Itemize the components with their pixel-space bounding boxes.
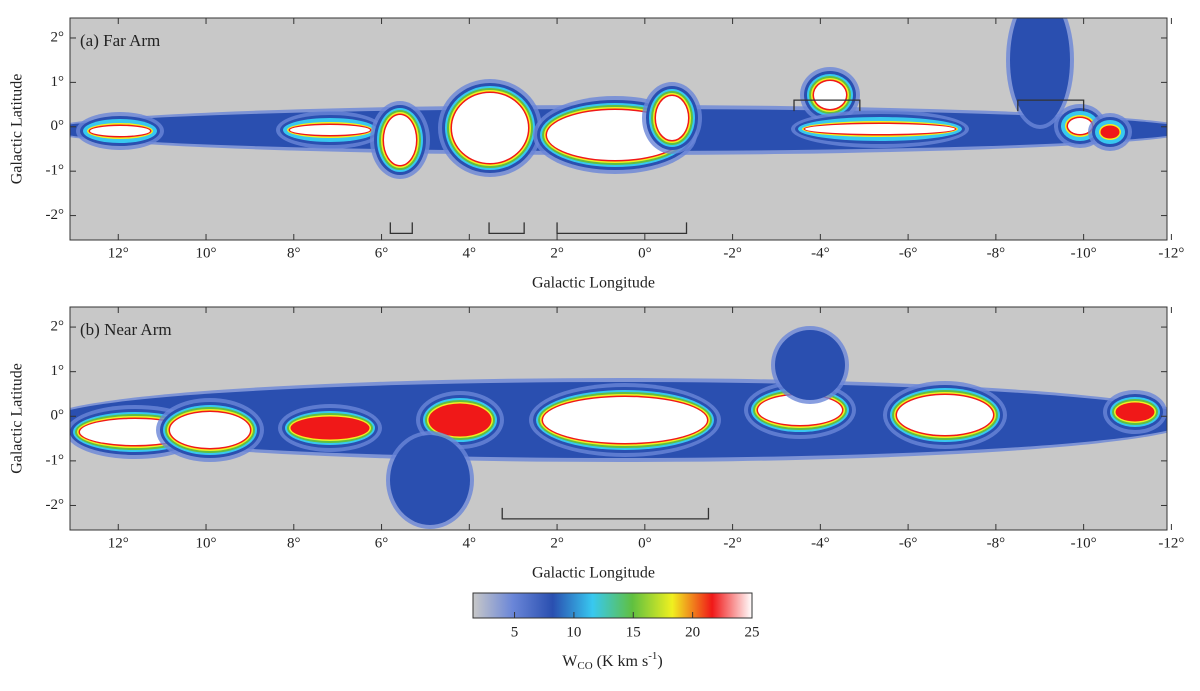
emission-level: [775, 330, 845, 400]
x-tick-label: -2°: [723, 245, 742, 261]
map-frame: [69, 17, 1168, 241]
bracket: [389, 222, 413, 234]
x-tick-label: -10°: [1071, 245, 1097, 261]
y-axis-label: Galactic Latitude: [9, 74, 26, 185]
panel-title: (a) Far Arm: [80, 31, 160, 50]
x-tick-label: -4°: [811, 535, 830, 551]
x-tick-label: 2°: [550, 535, 564, 551]
emission-level: [814, 81, 846, 109]
y-tick-label: 1°: [51, 363, 65, 379]
bracket: [488, 222, 525, 234]
emission-level: [428, 403, 492, 437]
y-tick-label: -1°: [46, 163, 65, 179]
colorbar-label-part: -1: [648, 650, 657, 662]
colorbar-label-part: W: [562, 653, 578, 670]
x-tick-label: -6°: [899, 245, 918, 261]
bracket: [1017, 99, 1085, 112]
emission-level: [290, 416, 370, 440]
emission-level: [90, 126, 150, 136]
bracket: [793, 99, 861, 112]
emission-level: [384, 115, 416, 165]
emission-level: [452, 93, 528, 163]
y-axis-label: Galactic Latitude: [9, 363, 26, 474]
colorbar-tick-label: 5: [511, 624, 519, 640]
x-tick-label: -4°: [811, 245, 830, 261]
x-tick-label: 12°: [108, 535, 129, 551]
y-tick-label: 2°: [51, 29, 65, 45]
y-tick-label: 0°: [51, 408, 65, 424]
emission-level: [897, 395, 993, 435]
emission-level: [543, 397, 707, 443]
x-tick-label: -6°: [899, 535, 918, 551]
x-tick-label: 6°: [375, 245, 389, 261]
x-tick-label: 10°: [196, 245, 217, 261]
x-tick-label: -2°: [723, 535, 742, 551]
x-tick-label: -8°: [987, 535, 1006, 551]
emission-level: [1115, 402, 1155, 422]
emission-level: [170, 412, 250, 448]
panel-title: (b) Near Arm: [80, 320, 172, 339]
x-tick-label: 12°: [108, 245, 129, 261]
x-tick-label: 0°: [638, 245, 652, 261]
x-tick-label: 10°: [196, 535, 217, 551]
emission-level: [390, 435, 470, 525]
x-tick-label: 8°: [287, 535, 301, 551]
x-tick-label: -12°: [1158, 245, 1184, 261]
emission-level: [1068, 118, 1092, 134]
y-tick-label: -1°: [46, 452, 65, 468]
emission: [70, 18, 1167, 179]
emission: [70, 326, 1167, 529]
map-frame: [69, 306, 1168, 531]
colorbar: [472, 592, 753, 619]
x-tick-label: -12°: [1158, 535, 1184, 551]
emission-level: [758, 395, 842, 425]
colorbar-tick-label: 20: [685, 624, 700, 640]
colorbar-tick-label: 25: [745, 624, 760, 640]
colorbar-label-part: (K km s: [593, 653, 649, 670]
y-tick-label: -2°: [46, 207, 65, 223]
colorbar-tick-label: 10: [566, 624, 581, 640]
x-tick-label: 4°: [463, 535, 477, 551]
x-tick-label: 2°: [550, 245, 564, 261]
colorbar-tick-label: 15: [626, 624, 641, 640]
y-tick-label: 0°: [51, 118, 65, 134]
colorbar-label: WCO (K km s-1): [562, 650, 662, 672]
y-tick-label: 2°: [51, 319, 65, 335]
colorbar-label-part: ): [657, 653, 662, 670]
x-tick-label: 6°: [375, 535, 389, 551]
emission-level: [1010, 18, 1070, 125]
x-axis-label: Galactic Longitude: [532, 565, 655, 582]
x-axis-label: Galactic Longitude: [532, 275, 655, 292]
emission-level: [656, 96, 688, 140]
y-tick-label: -2°: [46, 497, 65, 513]
x-tick-label: -8°: [987, 245, 1006, 261]
emission-level: [805, 124, 955, 134]
colorbar-label-part: CO: [577, 660, 592, 672]
x-tick-label: -10°: [1071, 535, 1097, 551]
y-tick-label: 1°: [51, 74, 65, 90]
emission-level: [290, 125, 370, 135]
x-tick-label: 0°: [638, 535, 652, 551]
bracket: [501, 507, 710, 520]
x-tick-label: 8°: [287, 245, 301, 261]
bracket: [556, 222, 688, 234]
x-tick-label: 4°: [463, 245, 477, 261]
emission-level: [1100, 125, 1120, 139]
